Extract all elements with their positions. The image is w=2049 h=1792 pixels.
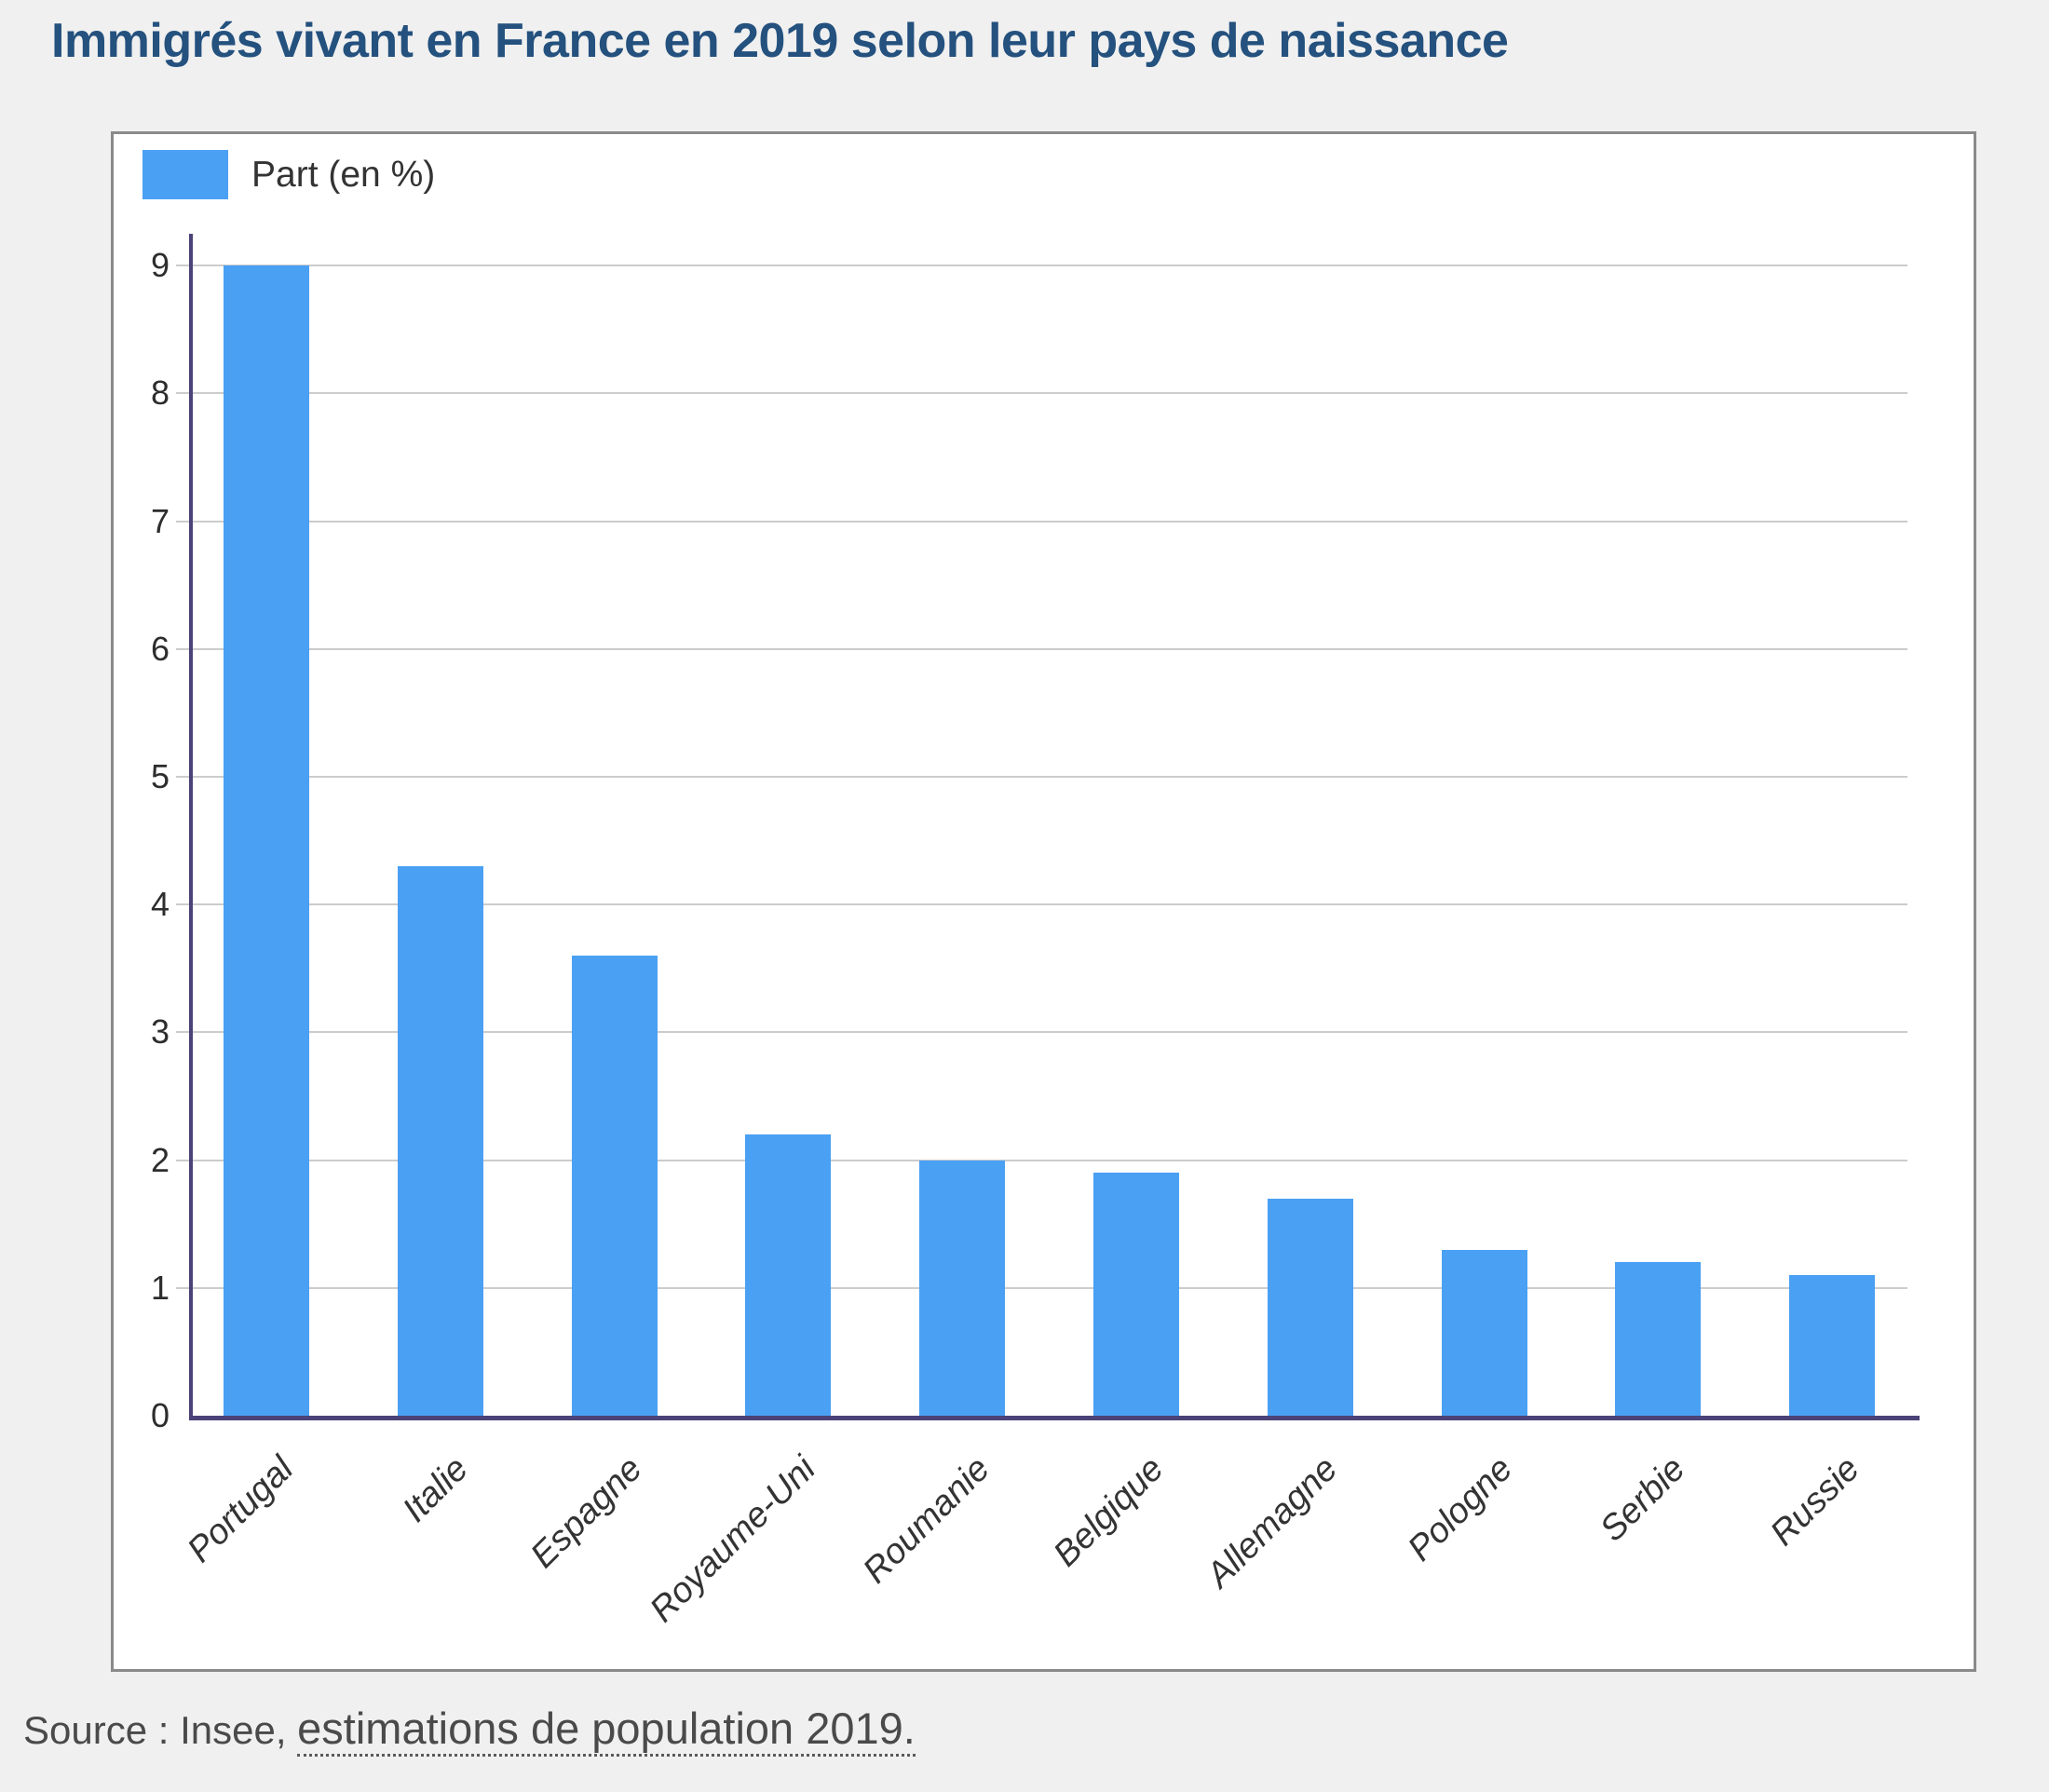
x-axis-label-text: Espagne [522,1449,650,1576]
bar-roumanie[interactable] [919,1161,1005,1419]
source-link[interactable]: estimations de population 2019. [297,1704,916,1757]
y-axis-tick-label: 4 [150,885,170,923]
y-axis-tick-label: 6 [150,630,170,668]
bar-italie[interactable] [398,866,483,1419]
gridline [176,521,1907,523]
source-prefix: Source : Insee, [23,1708,298,1752]
chart-panel: Part (en %) 0 1 2 3 4 5 6 7 8 9 Portugal Italie Espa… [111,131,1976,1672]
legend-item[interactable]: Part (en %) [142,150,435,199]
gridline [176,1287,1907,1289]
x-axis-label-text: Russie [1762,1449,1867,1554]
plot-area: 0 1 2 3 4 5 6 7 8 9 Portugal Italie Espagne Royaume-U… [114,134,1974,1669]
y-axis-tick-label: 5 [150,757,170,795]
bar-royaume-uni[interactable] [745,1134,831,1419]
y-axis-line [189,234,193,1420]
x-axis-line [189,1416,1920,1420]
y-axis-tick-label: 9 [150,246,170,284]
gridline [176,1160,1907,1161]
x-axis-label-text: Portugal [180,1449,302,1570]
bar-portugal[interactable] [224,265,309,1419]
x-axis-label-text: Belgique [1046,1449,1172,1575]
bar-allemagne[interactable] [1268,1199,1353,1419]
y-axis-tick-label: 0 [150,1396,170,1434]
bar-espagne[interactable] [572,956,658,1419]
bar-belgique[interactable] [1093,1173,1179,1419]
y-axis-tick-label: 3 [150,1012,170,1051]
gridline [176,903,1907,905]
x-axis-label-text: Roumanie [855,1449,997,1592]
gridline [176,776,1907,778]
gridline [176,1031,1907,1033]
bar-russie[interactable] [1789,1275,1875,1419]
x-axis-label-text: Allemagne [1200,1449,1346,1595]
chart-title: Immigrés vivant en France en 2019 selon … [51,14,1509,68]
x-axis-label-text: Pologne [1400,1449,1520,1569]
legend-swatch [142,150,228,199]
y-axis-tick-label: 1 [150,1269,170,1307]
x-axis-label-text: Serbie [1593,1449,1693,1550]
y-axis-tick-label: 2 [150,1141,170,1179]
y-axis-tick-label: 8 [150,373,170,412]
source-line: Source : Insee, estimations de populatio… [23,1703,916,1757]
x-axis-label-text: Royaume-Uni [642,1449,823,1630]
bar-pologne[interactable] [1442,1250,1527,1419]
gridline [176,265,1907,266]
x-axis-label-text: Italie [395,1449,476,1530]
bar-serbie[interactable] [1615,1262,1701,1419]
legend-label: Part (en %) [251,154,436,195]
y-axis-tick-label: 7 [150,502,170,540]
gridline [176,648,1907,650]
gridline [176,392,1907,394]
